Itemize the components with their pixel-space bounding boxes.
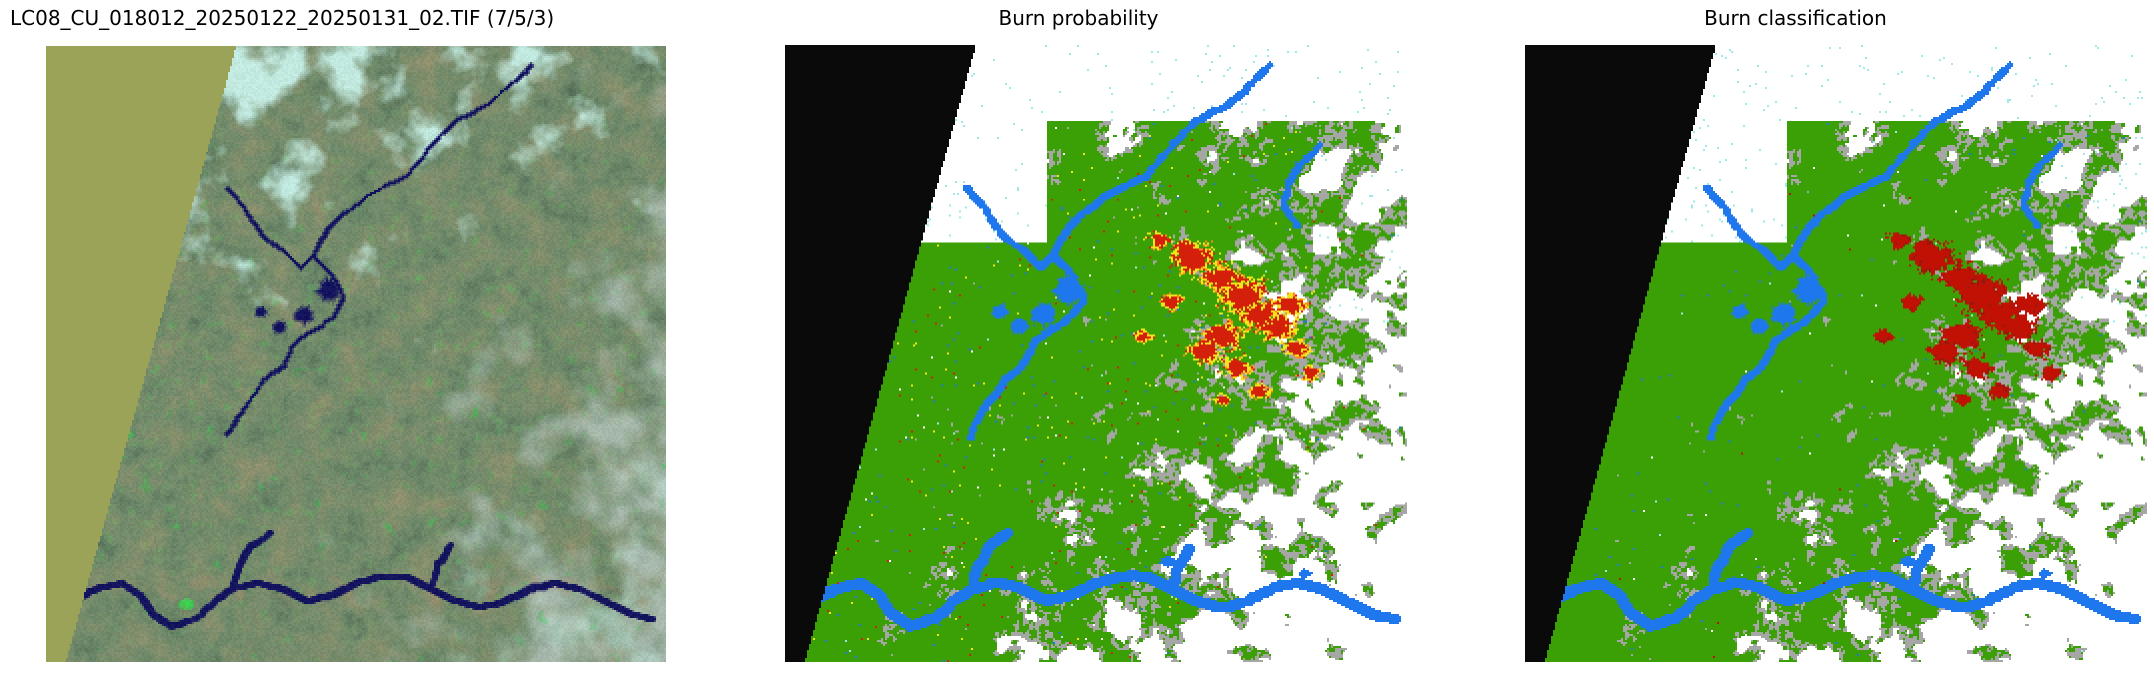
panel-rgb-composite: LC08_CU_018012_20250122_20250131_02.TIF … bbox=[0, 0, 720, 676]
burn-probability-image bbox=[785, 45, 1407, 662]
panel-title-burn-probability: Burn probability bbox=[998, 6, 1159, 30]
burn-classification-image bbox=[1525, 45, 2147, 662]
panel-title-burn-classification: Burn classification bbox=[1704, 6, 1887, 30]
image-axes-burn-probability[interactable] bbox=[785, 45, 1407, 662]
image-axes-burn-classification[interactable] bbox=[1525, 45, 2147, 662]
panel-burn-classification: Burn classification bbox=[1437, 0, 2154, 676]
panel-burn-probability: Burn probability bbox=[720, 0, 1437, 676]
image-axes-rgb[interactable] bbox=[46, 46, 666, 662]
panel-title-rgb: LC08_CU_018012_20250122_20250131_02.TIF … bbox=[10, 6, 555, 30]
rgb-composite-image bbox=[46, 46, 666, 662]
